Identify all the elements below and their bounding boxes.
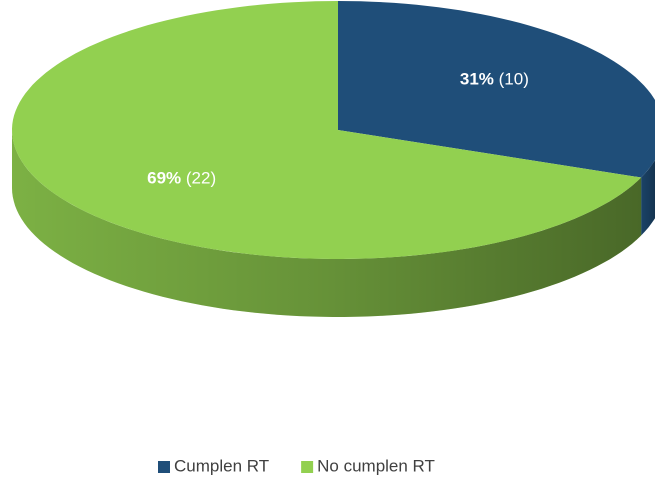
slice-side-shade [641, 160, 655, 236]
data-label-count: (22) [186, 169, 216, 188]
slice [338, 1, 655, 178]
legend-label: Cumplen RT [174, 456, 269, 475]
slice-side-shade [12, 130, 642, 317]
data-label: 31% (10) [460, 70, 529, 89]
slice [12, 1, 642, 259]
data-label-percent: 69% [147, 169, 181, 188]
legend-swatch [301, 461, 314, 473]
data-label: 69% (22) [147, 169, 216, 188]
data-label-count: (10) [499, 70, 529, 89]
legend-label: No cumplen RT [317, 456, 435, 475]
data-label-percent: 31% [460, 70, 494, 89]
legend-swatch [158, 461, 170, 473]
